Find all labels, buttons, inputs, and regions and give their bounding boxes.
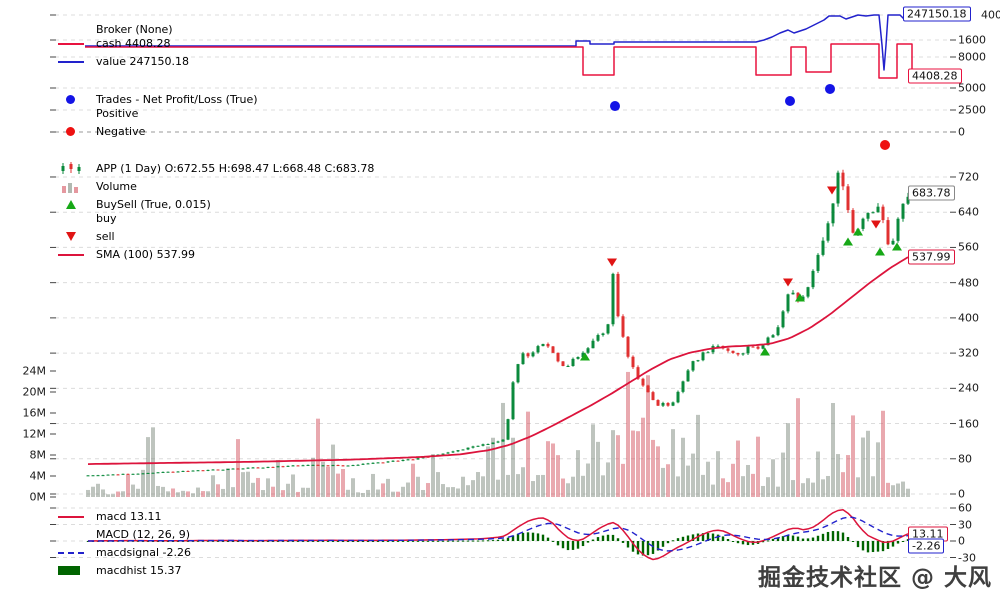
legend-label: macd 13.11 [96, 510, 162, 523]
axis-tick-label: 400 [981, 8, 1000, 22]
legend-row: Broker (None) [58, 23, 189, 36]
legend-label: BuySell (True, 0.015) [96, 198, 211, 211]
legend-swatch-empty [58, 528, 88, 541]
axis-tick-label: 20M [22, 385, 47, 399]
legend-row: Positive [58, 107, 258, 120]
axis-tick-label: 4M [29, 469, 47, 483]
axis-tick-label: 60 [958, 501, 972, 515]
axis-tick-label: 30 [958, 518, 972, 531]
legend-row: sell [58, 230, 374, 243]
legend-broker: Broker (None) cash 4408.28 value 247150.18 [58, 18, 189, 68]
line-swatch-icon [58, 55, 88, 68]
legend-label: APP (1 Day) O:672.55 H:698.47 L:668.48 C… [96, 162, 375, 175]
candle-swatch-icon [58, 162, 88, 175]
legend-label: Volume [96, 180, 137, 193]
legend-label: cash 4408.28 [96, 37, 171, 50]
legend-label: macdsignal -2.26 [96, 546, 191, 559]
legend-row: APP (1 Day) O:672.55 H:698.47 L:668.48 C… [58, 162, 374, 175]
legend-row: cash 4408.28 [58, 37, 189, 50]
axis-tick-label: 480 [958, 276, 979, 290]
legend-label: MACD (12, 26, 9) [96, 528, 191, 541]
axis-tick-label: 1600 [958, 33, 986, 47]
legend-label: Positive [96, 107, 139, 120]
axis-tick-label: 5000 [958, 81, 986, 95]
line-swatch-icon [58, 510, 88, 523]
legend-label: Negative [96, 125, 146, 138]
axis-value-tag: 4408.28 [908, 68, 962, 84]
legend-label: Trades - Net Profit/Loss (True) [96, 93, 258, 106]
legend-macd: macd 13.11 MACD (12, 26, 9) macdsignal -2.… [58, 505, 191, 577]
legend-row: BuySell (True, 0.015) [58, 198, 374, 211]
axis-tick-label: 640 [958, 205, 979, 219]
legend-row: macdsignal -2.26 [58, 546, 191, 559]
legend-swatch-empty [58, 23, 88, 36]
axis-tick-label: 12M [22, 427, 47, 441]
axis-value-tag: 13.11 [908, 526, 948, 542]
axis-tick-label: 0 [958, 534, 965, 548]
legend-row: SMA (100) 537.99 [58, 248, 374, 261]
axis-tick-label: 80 [958, 452, 972, 466]
legend-row: Trades - Net Profit/Loss (True) [58, 93, 258, 106]
axis-tick-label: 0 [958, 487, 965, 501]
legend-swatch-empty [58, 107, 88, 120]
axis-tick-label: 400 [958, 311, 979, 325]
dash-swatch-icon [58, 546, 88, 559]
axis-value-tag: -2.26 [908, 538, 945, 554]
line-swatch-icon [58, 248, 88, 261]
tri-down-swatch-icon [58, 230, 88, 243]
axis-tick-label: 0 [958, 125, 965, 139]
legend-label: Broker (None) [96, 23, 173, 36]
legend-label: macdhist 15.37 [96, 564, 182, 577]
axis-value-tag: 537.99 [908, 249, 955, 265]
axis-tick-label: 8M [29, 448, 47, 462]
axis-tick-label: 160 [958, 417, 979, 431]
axis-tick-label: 240 [958, 381, 979, 395]
axis-tick-label: 720 [958, 170, 979, 184]
legend-swatch-empty [58, 212, 88, 225]
legend-row: MACD (12, 26, 9) [58, 528, 191, 541]
axis-value-tag: 683.78 [908, 185, 955, 201]
axis-tick-label: 320 [958, 346, 979, 360]
axis-tick-label: 24M [22, 364, 47, 378]
legend-label: buy [96, 212, 117, 225]
volume-swatch-icon [58, 180, 88, 193]
dot-swatch-icon [58, 93, 88, 106]
legend-label: value 247150.18 [96, 55, 190, 68]
watermark: 掘金技术社区 @ 大风 [757, 565, 992, 591]
legend-row: buy [58, 212, 374, 225]
dot-swatch-icon [58, 125, 88, 138]
axis-tick-label: 560 [958, 240, 979, 254]
legend-row: value 247150.18 [58, 55, 189, 68]
legend-main: APP (1 Day) O:672.55 H:698.47 L:668.48 C… [58, 157, 374, 261]
legend-trades: Trades - Net Profit/Loss (True) Positive N… [58, 88, 258, 138]
axis-tick-label: 16M [22, 406, 47, 420]
axis-tick-label: -30 [958, 551, 976, 564]
axis-value-tag: 247150.18 [903, 6, 971, 22]
legend-row: macdhist 15.37 [58, 564, 191, 577]
line-swatch-icon [58, 37, 88, 50]
legend-row: macd 13.11 [58, 510, 191, 523]
axis-tick-label: 0M [29, 490, 47, 504]
patch-swatch-icon [58, 564, 88, 577]
legend-row: Volume [58, 180, 374, 193]
axis-tick-label: 2500 [958, 103, 986, 117]
legend-label: SMA (100) 537.99 [96, 248, 196, 261]
legend-row: Negative [58, 125, 258, 138]
tri-up-swatch-icon [58, 198, 88, 211]
legend-label: sell [96, 230, 115, 243]
axis-tick-label: 8000 [958, 50, 986, 64]
